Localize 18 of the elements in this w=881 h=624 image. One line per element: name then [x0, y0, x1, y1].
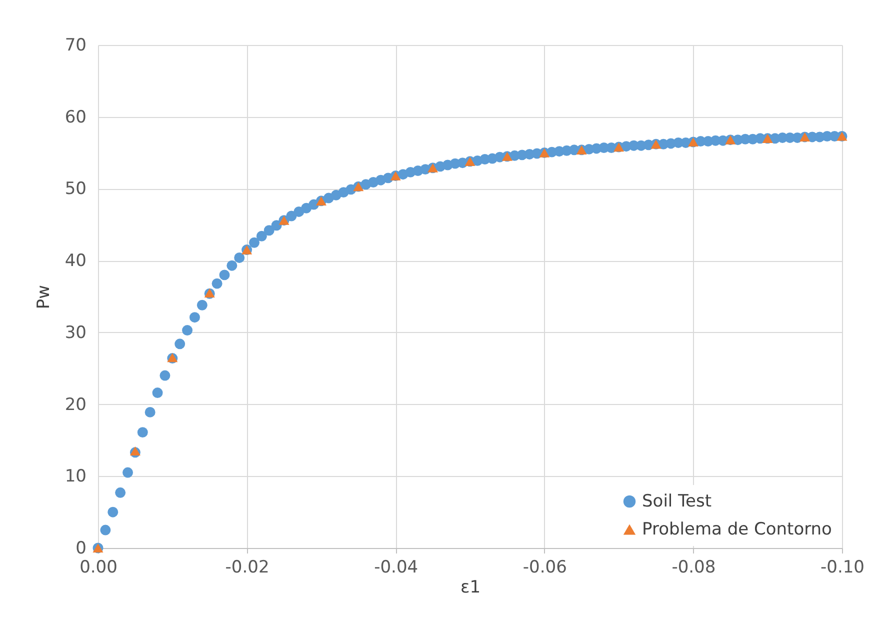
x-tick-label: -0.08: [672, 558, 716, 578]
y-tick-label: 0: [76, 538, 86, 558]
y-tick-label: 20: [64, 394, 86, 415]
y-tick-label: 50: [64, 179, 86, 200]
x-tick-label: -0.10: [820, 558, 864, 578]
y-tick-label: 10: [64, 466, 86, 487]
y-tick-label: 70: [64, 36, 86, 56]
legend-label: Soil Test: [642, 492, 712, 512]
y-tick-label: 60: [64, 107, 86, 128]
x-tick-label: 0.00: [80, 558, 118, 578]
legend-label: Problema de Contorno: [642, 520, 832, 540]
y-tick-label: 30: [64, 322, 86, 343]
y-axis-title: Pw: [34, 284, 54, 310]
x-tick-label: -0.04: [374, 558, 418, 578]
x-tick-label: -0.06: [522, 558, 567, 578]
y-tick-label: 40: [64, 251, 86, 272]
x-tick-label: -0.02: [225, 558, 270, 578]
x-axis-title: ε1: [460, 578, 481, 598]
